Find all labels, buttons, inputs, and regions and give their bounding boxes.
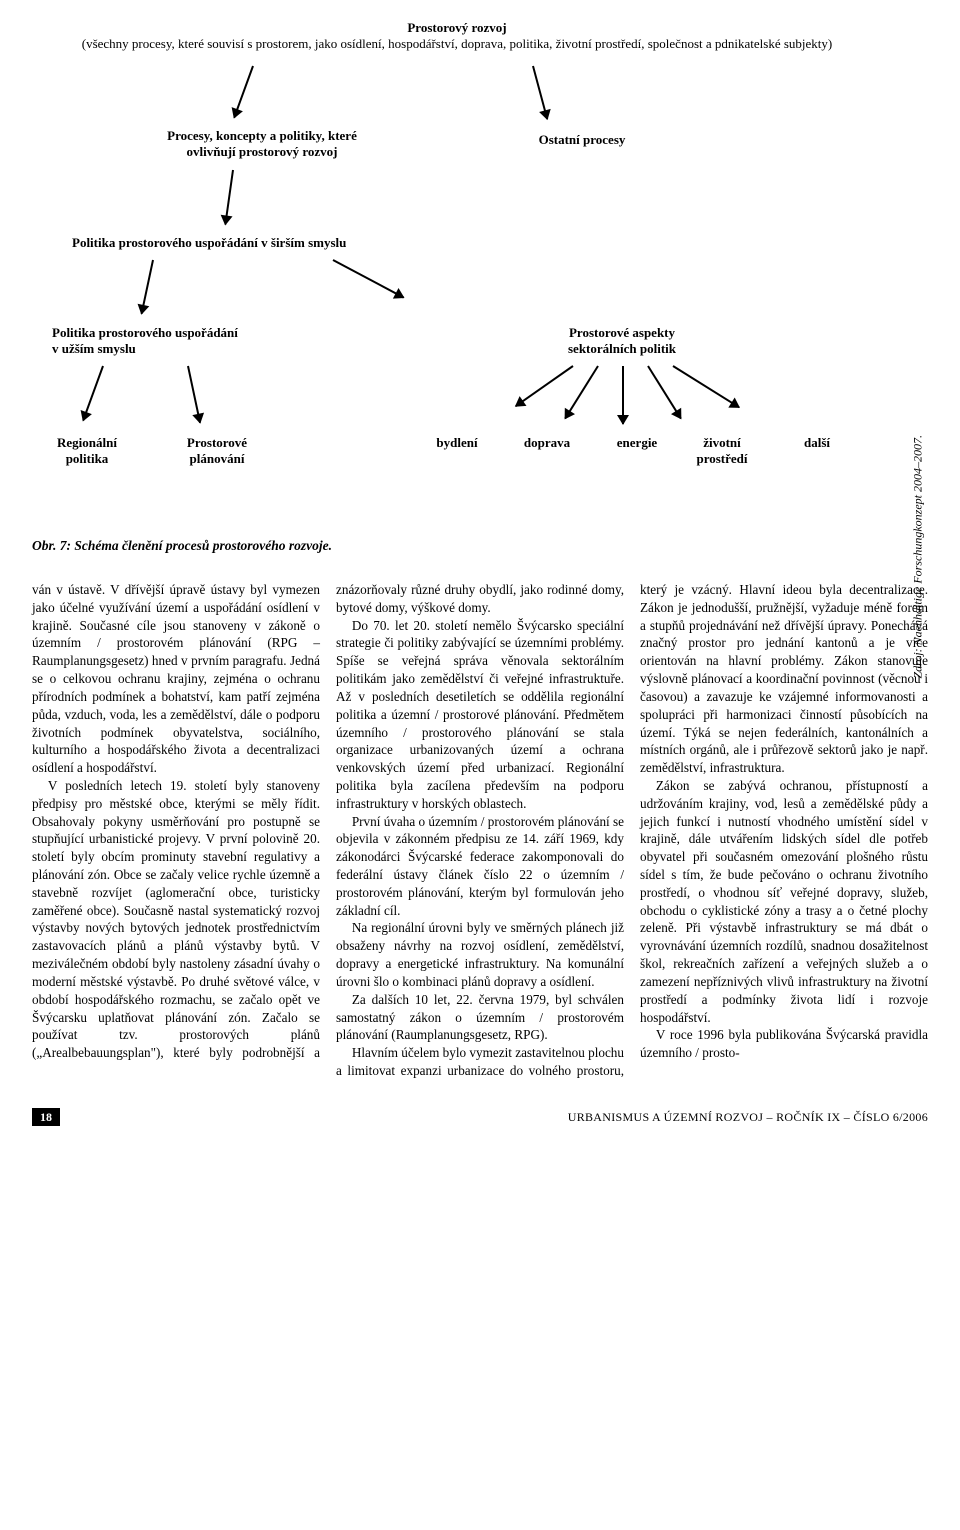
node-text: Ostatní procesy: [539, 132, 626, 147]
diagram-subtitle: (všechny procesy, které souvisí s prosto…: [47, 36, 867, 52]
diagram-title: Prostorový rozvoj (všechny procesy, kter…: [47, 20, 867, 53]
article-body: ván v ústavě. V dřívější úpravě ústavy b…: [32, 581, 928, 1080]
node-text: Regionální politika: [57, 435, 117, 466]
diagram-container: Prostorový rozvoj (všechny procesy, kter…: [32, 20, 928, 555]
node-policy-wider: Politika prostorového uspořádání v širší…: [72, 235, 422, 251]
node-text: životní prostředí: [696, 435, 747, 466]
arrow: [224, 170, 234, 225]
arrow: [672, 365, 739, 408]
arrow: [515, 365, 573, 407]
paragraph: Zákon se zabývá ochranou, přístupností a…: [640, 777, 928, 1026]
arrow: [233, 66, 254, 118]
journal-reference: URBANISMUS A ÚZEMNÍ ROZVOJ – ROČNÍK IX –…: [568, 1109, 928, 1125]
arrow: [187, 366, 201, 423]
leaf-regional-policy: Regionální politika: [42, 435, 132, 468]
leaf-transport: doprava: [512, 435, 582, 451]
figure-caption: Obr. 7: Schéma členění procesů prostorov…: [32, 537, 332, 555]
paragraph: Do 70. let 20. století nemělo Švýcarsko …: [336, 617, 624, 813]
node-text: Politika prostorového uspořádání v užším…: [52, 325, 238, 356]
arrow: [647, 365, 682, 419]
diagram-source: Zdroj: Nachhaltige Forschungkonzept 2004…: [896, 155, 910, 435]
node-text: Procesy, koncepty a politiky, které ovli…: [167, 128, 357, 159]
node-text: další: [804, 435, 830, 450]
diagram: Prostorový rozvoj (všechny procesy, kter…: [32, 20, 882, 555]
node-text: Prostorové aspekty sektorálních politik: [568, 325, 676, 356]
arrow: [333, 259, 405, 298]
paragraph: Na regionální úrovni byly ve směrných pl…: [336, 919, 624, 990]
diagram-title-line1: Prostorový rozvoj: [47, 20, 867, 36]
paragraph: V roce 1996 byla publikována Švýcarská p…: [640, 1026, 928, 1062]
leaf-spatial-planning: Prostorové plánování: [172, 435, 262, 468]
node-policy-narrower: Politika prostorového uspořádání v užším…: [52, 325, 292, 358]
leaf-housing: bydlení: [422, 435, 492, 451]
paragraph: ván v ústavě. V dřívější úpravě ústavy b…: [32, 581, 320, 777]
paragraph: První úvaha o územním / prostorovém plán…: [336, 813, 624, 920]
arrow: [564, 365, 599, 419]
node-text: Prostorové plánování: [187, 435, 247, 466]
page-footer: 18 URBANISMUS A ÚZEMNÍ ROZVOJ – ROČNÍK I…: [32, 1108, 928, 1126]
leaf-energy: energie: [602, 435, 672, 451]
arrow: [532, 66, 548, 120]
node-text: Politika prostorového uspořádání v širší…: [72, 235, 346, 250]
node-sectoral-aspects: Prostorové aspekty sektorálních politik: [532, 325, 712, 358]
source-text: Zdroj: Nachhaltige Forschungkonzept 2004…: [910, 435, 926, 679]
leaf-environment: životní prostředí: [682, 435, 762, 468]
arrow: [622, 366, 624, 424]
node-processes-influencing: Procesy, koncepty a politiky, které ovli…: [132, 128, 392, 161]
node-other-processes: Ostatní procesy: [502, 132, 662, 148]
paragraph: Za dalších 10 let, 22. června 1979, byl …: [336, 991, 624, 1044]
node-text: doprava: [524, 435, 570, 450]
page-number: 18: [32, 1108, 60, 1126]
arrow: [82, 366, 104, 421]
arrow: [141, 260, 154, 314]
node-text: energie: [617, 435, 657, 450]
node-text: bydlení: [436, 435, 477, 450]
leaf-other: další: [792, 435, 842, 451]
